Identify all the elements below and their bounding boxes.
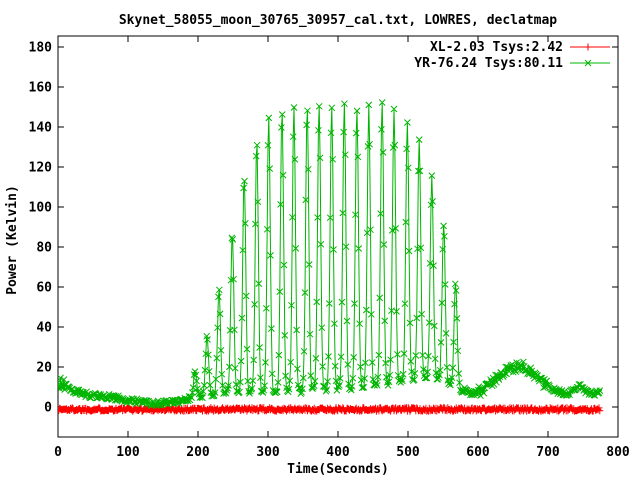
y-tick-label: 80 — [36, 241, 52, 256]
y-axis-label: Power (Kelvin) — [5, 185, 20, 295]
y-tick-label: 100 — [29, 201, 53, 216]
series-markers-1 — [58, 99, 604, 409]
x-tick-label: 600 — [466, 445, 490, 460]
x-tick-label: 700 — [536, 445, 560, 460]
x-tick-label: 400 — [326, 445, 350, 460]
x-tick-label: 500 — [396, 445, 420, 460]
y-tick-label: 40 — [36, 321, 52, 336]
y-tick-label: 140 — [29, 121, 53, 136]
x-marker-icon — [584, 59, 592, 67]
y-tick-label: 180 — [29, 41, 53, 56]
y-tick-label: 20 — [36, 361, 52, 376]
x-tick-label: 800 — [606, 445, 630, 460]
y-tick-label: 160 — [29, 81, 53, 96]
x-tick-label: 0 — [54, 445, 62, 460]
axes: 0 100 200 300 400 500 600 700 800 0 20 40 60 80 100 120… — [29, 35, 630, 460]
y-tick-label: 60 — [36, 281, 52, 296]
x-tick-label: 300 — [256, 445, 280, 460]
data-series — [58, 99, 604, 415]
plus-marker-icon — [584, 43, 592, 51]
x-tick-label: 100 — [116, 445, 140, 460]
legend-entry-label: XL-2.03 Tsys:2.42 — [430, 40, 563, 55]
series-markers-0 — [58, 404, 604, 415]
y-tick-label: 120 — [29, 161, 53, 176]
x-axis-label: Time(Seconds) — [287, 462, 389, 477]
legend-entry-label: YR-76.24 Tsys:80.11 — [414, 56, 563, 71]
chart-title: Skynet_58055_moon_30765_30957_cal.txt, L… — [119, 13, 557, 28]
y-tick-label: 0 — [44, 401, 52, 416]
x-tick-label: 200 — [186, 445, 210, 460]
